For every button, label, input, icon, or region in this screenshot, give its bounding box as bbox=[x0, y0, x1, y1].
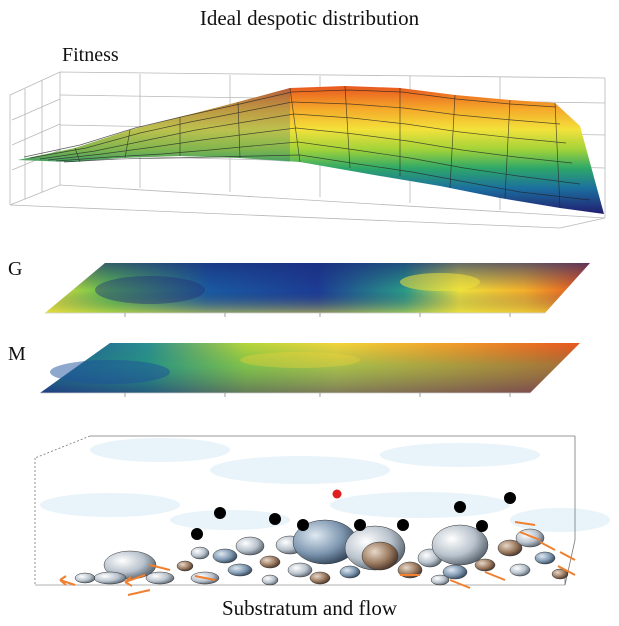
g-axis-ticks bbox=[45, 312, 545, 317]
figure-title: Ideal despotic distribution bbox=[199, 6, 420, 30]
substratum-flow-panel bbox=[34, 435, 610, 596]
fish-dot-black bbox=[269, 513, 281, 525]
water-haze bbox=[40, 438, 610, 532]
fish-dot-black bbox=[397, 519, 409, 531]
flow-arrows bbox=[59, 521, 576, 596]
m-heatmap-panel bbox=[40, 343, 580, 397]
fish-dot-black bbox=[454, 501, 466, 513]
substratum-box bbox=[34, 435, 576, 586]
fitness-mesh bbox=[23, 85, 591, 209]
fitness-surface-plot bbox=[9, 71, 606, 229]
m-panel-label: M bbox=[8, 343, 26, 365]
fish-dot-black bbox=[191, 528, 203, 540]
fish-dot-black bbox=[297, 519, 309, 531]
fish-dot-black bbox=[354, 519, 366, 531]
fish-dot-red bbox=[332, 489, 342, 499]
fitness-panel-label: Fitness bbox=[62, 44, 119, 66]
fish-markers bbox=[191, 489, 516, 540]
substratum-caption: Substratum and flow bbox=[222, 596, 397, 620]
g-heatmap-panel bbox=[45, 263, 590, 317]
fish-dot-black bbox=[476, 520, 488, 532]
fish-dot-black bbox=[214, 507, 226, 519]
m-axis-ticks bbox=[40, 392, 530, 397]
fitness-surface bbox=[18, 86, 604, 214]
g-panel-label: G bbox=[8, 258, 23, 280]
fish-dot-black bbox=[504, 492, 516, 504]
